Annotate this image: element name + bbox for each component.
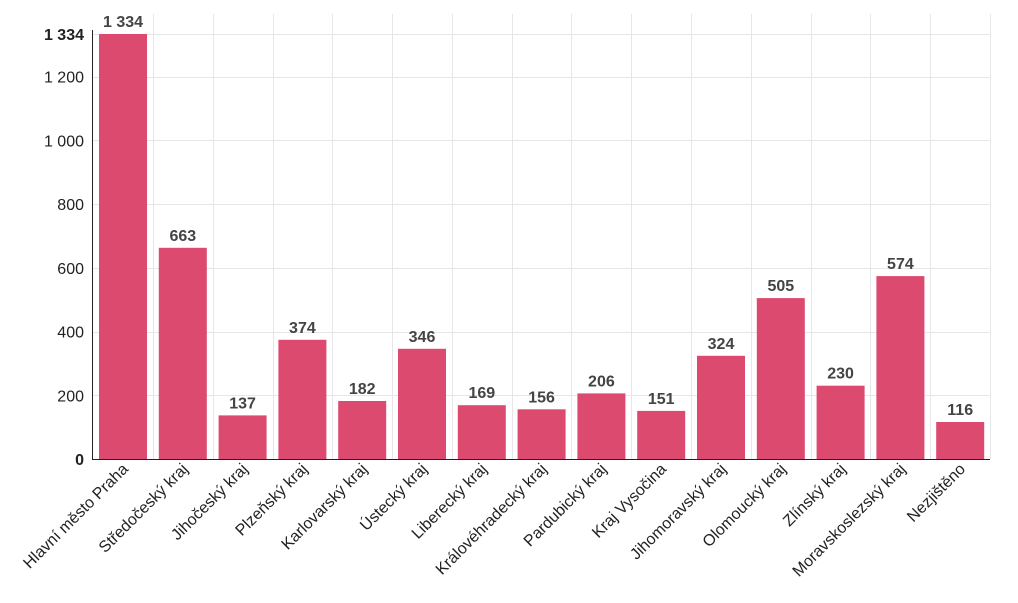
- bar: [577, 393, 626, 459]
- data-label: 156: [528, 389, 555, 406]
- bar: [936, 422, 985, 459]
- y-tick-label: 800: [57, 197, 84, 214]
- y-tick-label: 200: [57, 388, 84, 405]
- data-label: 182: [349, 381, 376, 398]
- y-tick-label: 1 000: [44, 133, 84, 150]
- x-tick-label: Královéhradecký kraj: [433, 461, 551, 579]
- y-axis-tick-labels: 0 200 400 600 800 1 000 1 200 1 334: [44, 27, 84, 469]
- bar: [756, 298, 805, 459]
- y-tick-label: 1 200: [44, 70, 84, 87]
- data-label: 116: [947, 402, 973, 419]
- bar: [697, 355, 745, 459]
- data-label: 574: [887, 256, 914, 273]
- data-label: 230: [827, 366, 854, 383]
- bar: [398, 348, 446, 459]
- data-label: 206: [588, 373, 615, 390]
- bar: [278, 339, 327, 459]
- data-label: 169: [468, 385, 495, 402]
- data-label: 1 334: [103, 14, 143, 31]
- data-label: 151: [648, 391, 675, 408]
- y-tick-label: 400: [57, 325, 84, 342]
- data-label: 324: [708, 336, 735, 353]
- grid: [92, 14, 991, 459]
- bar: [876, 276, 925, 459]
- x-tick-label: Moravskoslezský kraj: [790, 461, 910, 581]
- data-label: 137: [229, 395, 256, 412]
- y-tick-label: 1 334: [44, 27, 84, 44]
- bar: [457, 405, 506, 459]
- bar: [158, 247, 207, 459]
- bar: [99, 34, 147, 459]
- bar: [218, 415, 267, 459]
- bar: [637, 410, 686, 459]
- data-label: 374: [289, 320, 316, 337]
- data-label: 346: [409, 329, 436, 346]
- x-tick-label: Nezjištěno: [904, 461, 969, 526]
- bar: [338, 401, 387, 459]
- y-tick-label: 600: [57, 261, 84, 278]
- y-tick-label: 0: [75, 452, 84, 469]
- data-labels: 1 334 663 137 374 182 346 169 156 206 151 324 505 23…: [103, 14, 973, 419]
- axes: [92, 30, 990, 460]
- x-tick-label: Hlavní město Praha: [20, 461, 131, 572]
- data-label: 663: [169, 228, 196, 245]
- bar: [517, 409, 566, 459]
- bars: [99, 34, 985, 459]
- data-label: 505: [767, 278, 794, 295]
- bar: [816, 385, 865, 459]
